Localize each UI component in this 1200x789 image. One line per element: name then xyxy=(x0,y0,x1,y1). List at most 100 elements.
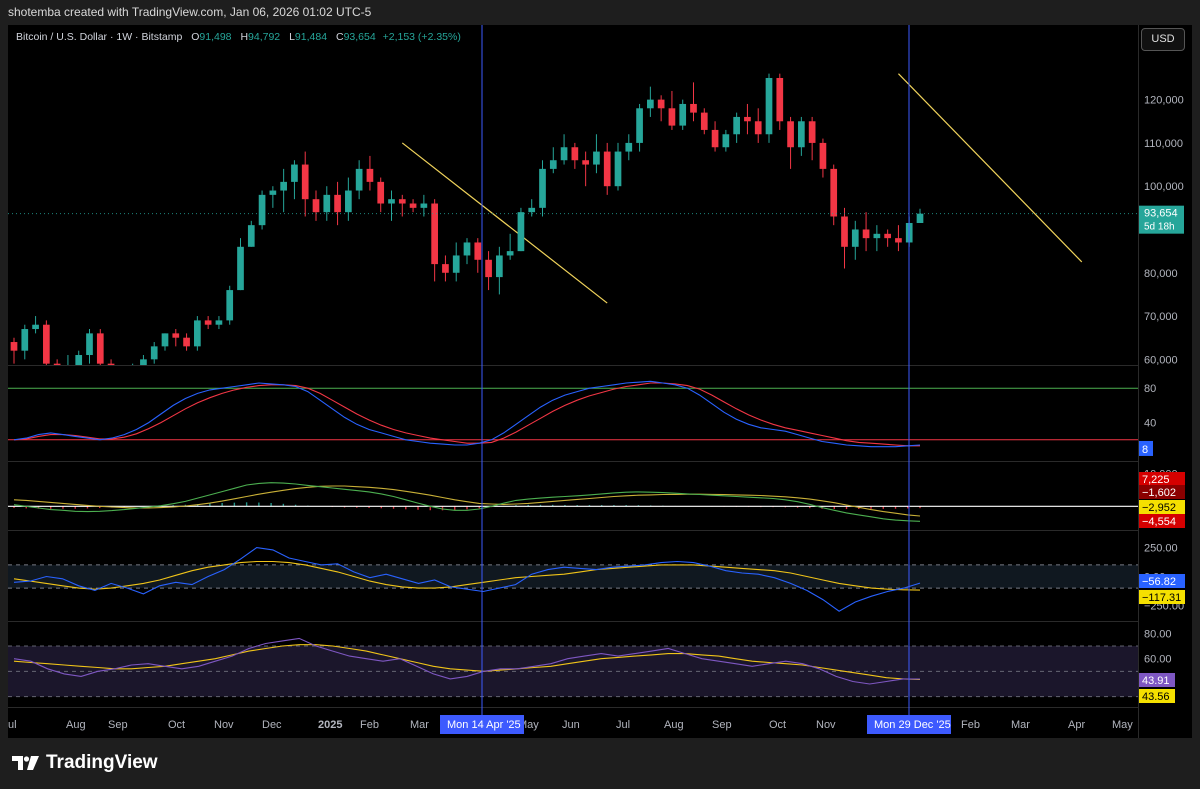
candle-body xyxy=(442,264,449,273)
candle-body xyxy=(258,194,266,226)
candle-body xyxy=(345,190,352,213)
time-axis-label: Aug xyxy=(66,719,86,731)
macd-value-tag xyxy=(1139,514,1185,528)
candle-body xyxy=(765,77,773,135)
stoch-k-line xyxy=(13,380,921,448)
candle-body xyxy=(161,333,169,347)
candle-body xyxy=(215,320,223,325)
candle-body xyxy=(463,242,471,256)
tradingview-logo-icon xyxy=(12,756,39,770)
candle-body xyxy=(226,290,234,321)
time-axis-label: May xyxy=(1112,719,1133,731)
candle-body xyxy=(647,99,654,109)
rsi-tick-label: 80.00 xyxy=(1144,628,1172,640)
high-label: H xyxy=(240,31,249,43)
candle-body xyxy=(787,121,794,148)
candle-body xyxy=(679,103,687,126)
candle-body xyxy=(140,359,147,365)
candle-body xyxy=(711,129,719,148)
candle-body xyxy=(636,108,643,143)
price-tick-label: 60,000 xyxy=(1144,354,1178,366)
candle-body xyxy=(485,259,492,278)
stoch-value-label: 8 xyxy=(1142,444,1148,456)
low-value: 91,484 xyxy=(294,31,328,43)
candle-body xyxy=(53,363,61,365)
macd-signal-line xyxy=(13,485,921,517)
candle-body xyxy=(237,246,244,291)
high-value: 94,792 xyxy=(248,31,281,43)
candle-body xyxy=(754,121,762,135)
time-axis-label: Nov xyxy=(214,719,234,731)
time-axis-label: 2025 xyxy=(318,719,342,731)
candle-body xyxy=(690,103,697,113)
candle-body xyxy=(593,151,600,165)
candle-body xyxy=(884,233,891,239)
candle-body xyxy=(819,142,827,169)
macd-value-tag xyxy=(1139,500,1185,514)
cci-ma-line xyxy=(13,560,921,591)
candle-body xyxy=(798,121,805,148)
low-label: L xyxy=(289,31,295,43)
close-label: C xyxy=(335,31,344,43)
rsi-value-label: 43.56 xyxy=(1142,691,1170,703)
candle-body xyxy=(194,320,201,347)
symbol-legend[interactable]: Bitcoin / U.S. Dollar · 1W · Bitstamp O 9… xyxy=(16,31,461,43)
candle-body xyxy=(96,333,104,364)
last-price-tag xyxy=(1139,205,1184,234)
crosshair-date-tag xyxy=(867,715,951,734)
time-axis-label: Mar xyxy=(1011,719,1030,731)
chart-canvas[interactable]: 120,000 110,000 100,000 80,000 70,000 60,000 9… xyxy=(8,25,1192,738)
stoch-d-line xyxy=(13,382,920,447)
trendline-2 xyxy=(897,73,1083,263)
price-tick-label: 70,000 xyxy=(1144,311,1178,323)
rsi-value-tag xyxy=(1139,689,1175,703)
candle-body xyxy=(895,238,902,243)
cci-value-label: −117.31 xyxy=(1142,592,1181,604)
tradingview-brand[interactable]: TradingView xyxy=(12,752,158,774)
candle-body xyxy=(312,199,320,213)
trendline-1 xyxy=(401,142,608,304)
candle-body xyxy=(65,368,72,372)
stoch-tick-label: 40 xyxy=(1144,418,1156,430)
creator-caption: shotemba created with TradingView.com, J… xyxy=(0,0,1200,25)
candle-body xyxy=(334,194,341,213)
footer: TradingView xyxy=(0,738,1200,789)
currency-button[interactable]: USD xyxy=(1141,28,1185,51)
candle-body xyxy=(517,212,525,252)
candle-body xyxy=(377,181,385,204)
open-label: O xyxy=(191,31,200,43)
time-axis-label: ul xyxy=(8,719,17,731)
candle-body xyxy=(75,355,83,365)
cci-value-tag xyxy=(1139,590,1185,604)
rsi-value-tag xyxy=(1139,673,1175,687)
candle-body xyxy=(323,194,331,213)
rsi-value-label: 43.91 xyxy=(1142,675,1170,687)
candle-body xyxy=(409,203,417,208)
candle-body xyxy=(86,333,93,356)
candle-body xyxy=(496,255,503,278)
candle-body xyxy=(107,363,115,365)
macd-value-label: −4,554 xyxy=(1142,516,1176,528)
candle-body xyxy=(808,121,816,143)
time-axis-label: Sep xyxy=(712,719,732,731)
candle-body xyxy=(355,168,363,191)
time-axis-label: Feb xyxy=(961,719,980,731)
candle-body xyxy=(420,203,428,208)
candle-body xyxy=(851,229,859,247)
chart-frame[interactable]: 120,000 110,000 100,000 80,000 70,000 60,000 9… xyxy=(8,25,1192,738)
candle-body xyxy=(614,151,622,187)
price-tick-label: 110,000 xyxy=(1144,138,1183,150)
macd-value-tag xyxy=(1139,472,1185,486)
stoch-tick-label: 80 xyxy=(1144,383,1156,395)
candle-body xyxy=(733,116,740,135)
rsi-band xyxy=(8,646,1138,697)
time-axis-label: Nov xyxy=(816,719,836,731)
time-axis-label: Feb xyxy=(360,719,379,731)
candle-body xyxy=(43,324,50,364)
candle-body xyxy=(32,324,39,330)
candle-body xyxy=(129,368,136,385)
time-axis-label: Apr xyxy=(1068,719,1085,731)
symbol-title: Bitcoin / U.S. Dollar · 1W · Bitstamp xyxy=(16,31,183,43)
candle-body xyxy=(172,333,180,338)
cci-band xyxy=(8,564,1138,589)
